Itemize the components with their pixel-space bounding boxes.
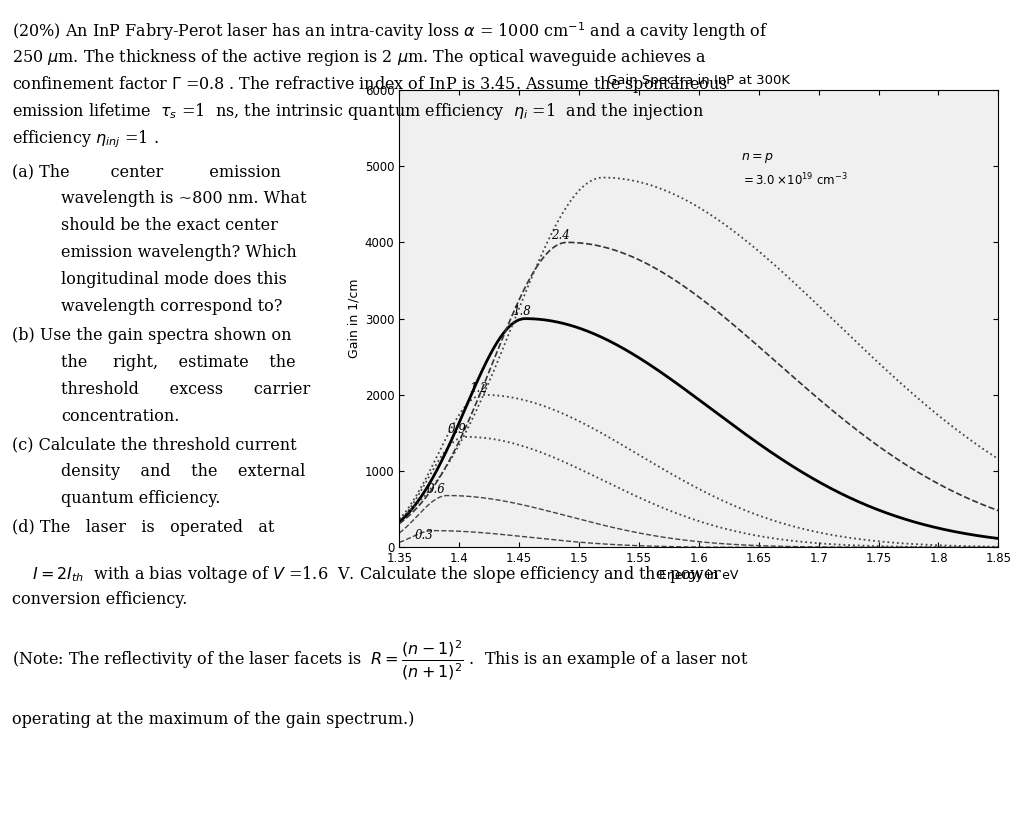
Text: conversion efficiency.: conversion efficiency. (12, 591, 187, 608)
Text: threshold      excess      carrier: threshold excess carrier (61, 381, 310, 398)
Text: $= 3.0 \times\!10^{19}\ \mathrm{cm}^{-3}$: $= 3.0 \times\!10^{19}\ \mathrm{cm}^{-3}… (740, 172, 848, 188)
Text: density    and    the    external: density and the external (61, 463, 306, 480)
Text: the     right,    estimate    the: the right, estimate the (61, 354, 296, 371)
Text: 1.8: 1.8 (512, 306, 530, 319)
Text: 0.6: 0.6 (427, 483, 445, 496)
Y-axis label: Gain in 1/cm: Gain in 1/cm (348, 279, 360, 359)
Text: (c) Calculate the threshold current: (c) Calculate the threshold current (12, 436, 297, 453)
Text: $n = p$: $n = p$ (740, 151, 773, 166)
Text: confinement factor $\Gamma$ =0.8 . The refractive index of InP is 3.45. Assume t: confinement factor $\Gamma$ =0.8 . The r… (12, 74, 728, 96)
Text: (d) The   laser   is   operated   at: (d) The laser is operated at (12, 519, 274, 536)
Text: operating at the maximum of the gain spectrum.): operating at the maximum of the gain spe… (12, 711, 415, 728)
Text: (Note: The reflectivity of the laser facets is  $R = \dfrac{(n-1)^2}{(n+1)^2}$ .: (Note: The reflectivity of the laser fac… (12, 639, 749, 682)
Text: concentration.: concentration. (61, 408, 180, 425)
Title: Gain Spectra in InP at 300K: Gain Spectra in InP at 300K (607, 74, 791, 87)
Text: 250 $\mu$m. The thickness of the active region is 2 $\mu$m. The optical waveguid: 250 $\mu$m. The thickness of the active … (12, 47, 708, 69)
Text: 0.3: 0.3 (415, 529, 434, 542)
Text: (b) Use the gain spectra shown on: (b) Use the gain spectra shown on (12, 327, 292, 344)
Text: 0.9: 0.9 (447, 422, 466, 435)
Text: longitudinal mode does this: longitudinal mode does this (61, 271, 288, 288)
Text: wavelength is ~800 nm. What: wavelength is ~800 nm. What (61, 190, 307, 208)
Text: 1.2: 1.2 (469, 382, 487, 395)
Text: emission lifetime  $\tau_s$ =1  ns, the intrinsic quantum efficiency  $\eta_i$ =: emission lifetime $\tau_s$ =1 ns, the in… (12, 101, 705, 123)
Text: efficiency $\eta_{inj}$ =1 .: efficiency $\eta_{inj}$ =1 . (12, 128, 159, 150)
Text: should be the exact center: should be the exact center (61, 217, 279, 234)
Text: (a) The        center         emission: (a) The center emission (12, 163, 282, 181)
X-axis label: Energy in eV: Energy in eV (659, 569, 738, 583)
Text: $I = 2I_{th}$  with a bias voltage of $V$ =1.6  V. Calculate the slope efficienc: $I = 2I_{th}$ with a bias voltage of $V$… (12, 564, 723, 585)
Text: emission wavelength? Which: emission wavelength? Which (61, 244, 297, 261)
Text: wavelength correspond to?: wavelength correspond to? (61, 298, 283, 315)
Text: quantum efficiency.: quantum efficiency. (61, 490, 221, 507)
Text: 2.4: 2.4 (552, 229, 570, 242)
Text: (20%) An InP Fabry-Perot laser has an intra-cavity loss $\alpha$ = 1000 cm$^{-1}: (20%) An InP Fabry-Perot laser has an in… (12, 20, 769, 43)
